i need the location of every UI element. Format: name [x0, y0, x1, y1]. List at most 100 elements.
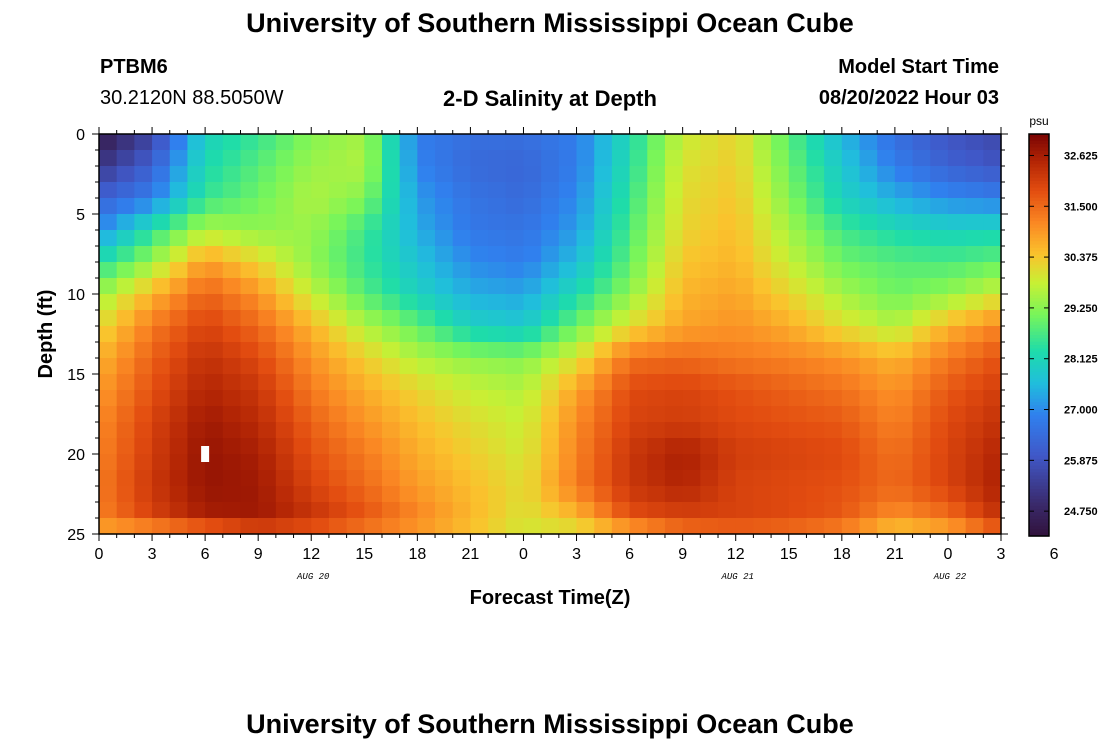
- heatmap-cell: [381, 246, 401, 263]
- heatmap-cell: [293, 198, 312, 215]
- heatmap-cell: [116, 486, 135, 503]
- heatmap-cell: [470, 134, 489, 151]
- heatmap-cell: [293, 422, 312, 439]
- heatmap-cell: [753, 486, 772, 503]
- heatmap-cell: [417, 246, 436, 263]
- heatmap-cell: [841, 438, 861, 455]
- heatmap-cell: [541, 262, 560, 279]
- heatmap-cell: [152, 230, 171, 247]
- heatmap-cell: [664, 454, 684, 471]
- heatmap-cell: [682, 502, 701, 519]
- heatmap-cell: [894, 182, 914, 199]
- heatmap-cell: [134, 150, 153, 167]
- colorbar-segment: [1029, 328, 1049, 333]
- heatmap-cell: [134, 294, 153, 311]
- heatmap-cell: [364, 406, 383, 423]
- heatmap-cell: [682, 390, 701, 407]
- heatmap-cell: [841, 390, 861, 407]
- heatmap-cell: [134, 310, 153, 327]
- heatmap-cell: [169, 422, 189, 439]
- colorbar-segment: [1029, 140, 1049, 145]
- heatmap-cell: [381, 422, 401, 439]
- heatmap-cell: [735, 406, 754, 423]
- heatmap-cell: [824, 246, 843, 263]
- heatmap-cell: [771, 518, 790, 535]
- heatmap-cell: [930, 182, 949, 199]
- colorbar-tick-label: 24.750: [1064, 506, 1098, 518]
- heatmap-cell: [806, 214, 825, 231]
- heatmap-cell: [930, 518, 949, 535]
- colorbar-segment: [1029, 224, 1049, 229]
- heatmap-cell: [629, 150, 648, 167]
- heatmap-cell: [983, 214, 1002, 231]
- heatmap-cell: [134, 278, 153, 295]
- heatmap-cell: [806, 470, 825, 487]
- heatmap-cell: [877, 390, 896, 407]
- heatmap-cell: [947, 422, 967, 439]
- heatmap-cell: [505, 518, 525, 535]
- heatmap-cell: [983, 166, 1002, 183]
- heatmap-cell: [806, 518, 825, 535]
- plot-frame: [98, 133, 1002, 535]
- heatmap-cell: [435, 134, 454, 151]
- colorbar-segment: [1029, 308, 1049, 313]
- colorbar-segment: [1029, 438, 1049, 443]
- heatmap-cell: [205, 374, 224, 391]
- heatmap-cell: [488, 246, 507, 263]
- heatmap-cell: [629, 422, 648, 439]
- heatmap-cell: [877, 214, 896, 231]
- heatmap-cell: [258, 374, 277, 391]
- heatmap-cell: [258, 454, 277, 471]
- heatmap-cell: [771, 486, 790, 503]
- heatmap-cell: [735, 166, 754, 183]
- heatmap-cell: [824, 374, 843, 391]
- heatmap-cell: [240, 486, 259, 503]
- heatmap-cell: [841, 214, 861, 231]
- colorbar-segment: [1029, 445, 1049, 450]
- heatmap-cell: [187, 406, 206, 423]
- heatmap-cell: [718, 438, 737, 455]
- heatmap-cell: [965, 214, 984, 231]
- heatmap-cell: [965, 342, 984, 359]
- heatmap-cell: [187, 134, 206, 151]
- heatmap-cell: [399, 422, 418, 439]
- heatmap-cell: [505, 502, 525, 519]
- heatmap-cell: [753, 390, 772, 407]
- heatmap-cell: [399, 278, 418, 295]
- heatmap-cell: [134, 166, 153, 183]
- heatmap-cell: [611, 326, 631, 343]
- heatmap-cell: [505, 150, 525, 167]
- heatmap-cell: [222, 358, 242, 375]
- heatmap-cell: [983, 358, 1002, 375]
- heatmap-cell: [240, 150, 259, 167]
- heatmap-cell: [558, 230, 578, 247]
- heatmap-cell: [771, 326, 790, 343]
- heatmap-cell: [753, 406, 772, 423]
- heatmap-cell: [205, 182, 224, 199]
- heatmap-cell: [806, 182, 825, 199]
- date-label: AUG 20: [296, 572, 330, 582]
- colorbar-segment: [1029, 358, 1049, 363]
- heatmap-cell: [452, 438, 472, 455]
- heatmap-cell: [859, 278, 878, 295]
- heatmap-cell: [700, 230, 719, 247]
- heatmap-cell: [152, 502, 171, 519]
- heatmap-cell: [700, 198, 719, 215]
- x-tick-label: 3: [572, 546, 581, 563]
- heatmap-cell: [169, 262, 189, 279]
- heatmap-cell: [205, 134, 224, 151]
- heatmap-cell: [664, 262, 684, 279]
- heatmap-cell: [240, 230, 259, 247]
- heatmap-cell: [452, 166, 472, 183]
- heatmap-cell: [364, 454, 383, 471]
- heatmap-cell: [99, 390, 118, 407]
- colorbar-tick-label: 25.875: [1064, 455, 1098, 467]
- heatmap-cell: [470, 438, 489, 455]
- x-tick-label: 12: [727, 546, 745, 563]
- heatmap-cell: [275, 342, 295, 359]
- colorbar-segment: [1029, 485, 1049, 490]
- heatmap-cell: [594, 518, 613, 535]
- heatmap-cell: [629, 294, 648, 311]
- heatmap-cell: [894, 406, 914, 423]
- heatmap-cell: [240, 310, 259, 327]
